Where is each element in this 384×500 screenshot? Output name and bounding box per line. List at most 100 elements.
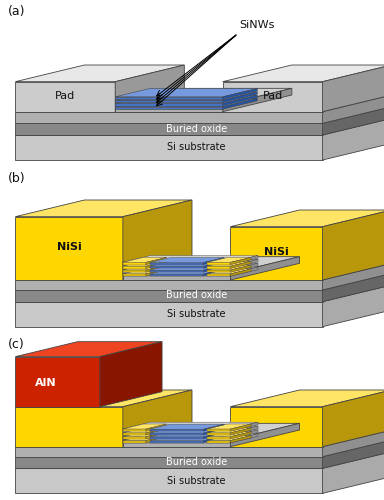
Text: (a): (a)	[8, 5, 25, 18]
Text: Pad: Pad	[55, 91, 75, 101]
Polygon shape	[207, 265, 251, 270]
Polygon shape	[123, 428, 167, 433]
Polygon shape	[150, 269, 224, 274]
Polygon shape	[115, 88, 292, 105]
Polygon shape	[207, 436, 251, 440]
Polygon shape	[123, 440, 146, 443]
Text: Buried oxide: Buried oxide	[166, 290, 227, 300]
Polygon shape	[115, 92, 257, 100]
Polygon shape	[146, 436, 167, 443]
Polygon shape	[230, 430, 258, 439]
Polygon shape	[123, 274, 230, 276]
Polygon shape	[230, 269, 251, 276]
Text: Buried oxide: Buried oxide	[166, 124, 227, 134]
Text: Buried oxide: Buried oxide	[166, 457, 227, 467]
Polygon shape	[323, 65, 384, 112]
Polygon shape	[223, 95, 257, 106]
Polygon shape	[123, 434, 258, 440]
Polygon shape	[15, 440, 384, 456]
Polygon shape	[123, 429, 230, 432]
Polygon shape	[223, 88, 257, 99]
Polygon shape	[123, 430, 258, 436]
Polygon shape	[115, 107, 223, 109]
Polygon shape	[15, 390, 192, 406]
Polygon shape	[230, 406, 323, 447]
Polygon shape	[207, 436, 230, 439]
Polygon shape	[15, 302, 323, 326]
Polygon shape	[146, 258, 167, 264]
Polygon shape	[15, 118, 384, 135]
Polygon shape	[123, 256, 300, 274]
Polygon shape	[204, 424, 224, 431]
Polygon shape	[207, 440, 230, 443]
Polygon shape	[230, 265, 251, 272]
Polygon shape	[15, 112, 323, 124]
Polygon shape	[15, 456, 323, 468]
Polygon shape	[150, 265, 224, 270]
Text: SiNWs: SiNWs	[240, 20, 275, 30]
Polygon shape	[150, 262, 204, 264]
Polygon shape	[123, 266, 230, 268]
Polygon shape	[223, 82, 323, 112]
Polygon shape	[15, 290, 323, 302]
Polygon shape	[204, 258, 224, 264]
Polygon shape	[150, 429, 204, 431]
Polygon shape	[123, 274, 230, 280]
Polygon shape	[230, 267, 258, 276]
Polygon shape	[230, 260, 258, 268]
Polygon shape	[207, 261, 251, 266]
Polygon shape	[207, 428, 251, 433]
Polygon shape	[123, 436, 230, 439]
Polygon shape	[150, 440, 204, 442]
Polygon shape	[15, 200, 192, 216]
Polygon shape	[230, 424, 251, 432]
Polygon shape	[123, 436, 146, 439]
Polygon shape	[15, 446, 323, 456]
Polygon shape	[123, 262, 230, 265]
Polygon shape	[123, 261, 167, 266]
Polygon shape	[323, 264, 384, 290]
Polygon shape	[150, 433, 204, 435]
Polygon shape	[230, 256, 258, 265]
Polygon shape	[123, 429, 146, 432]
Polygon shape	[230, 263, 258, 272]
Polygon shape	[150, 274, 204, 276]
Polygon shape	[323, 285, 384, 327]
Polygon shape	[15, 106, 384, 124]
Polygon shape	[207, 269, 251, 274]
Polygon shape	[230, 390, 384, 406]
Polygon shape	[204, 432, 224, 439]
Polygon shape	[115, 104, 223, 106]
Polygon shape	[146, 432, 167, 439]
Polygon shape	[323, 390, 384, 446]
Text: (b): (b)	[8, 172, 25, 184]
Polygon shape	[150, 258, 224, 262]
Polygon shape	[15, 356, 100, 406]
Polygon shape	[123, 433, 146, 435]
Polygon shape	[230, 424, 300, 446]
Polygon shape	[323, 106, 384, 135]
Polygon shape	[123, 440, 230, 446]
Polygon shape	[123, 266, 146, 268]
Polygon shape	[323, 118, 384, 160]
Text: AlN: AlN	[35, 378, 57, 388]
Polygon shape	[115, 97, 223, 99]
Polygon shape	[115, 100, 223, 102]
Polygon shape	[123, 436, 167, 440]
Polygon shape	[204, 262, 224, 268]
Text: (c): (c)	[8, 338, 25, 351]
Polygon shape	[15, 124, 323, 135]
Polygon shape	[123, 424, 300, 440]
Polygon shape	[230, 428, 251, 435]
Polygon shape	[115, 88, 257, 97]
Polygon shape	[323, 210, 384, 280]
Polygon shape	[15, 468, 323, 493]
Polygon shape	[115, 95, 257, 104]
Polygon shape	[123, 258, 167, 262]
Polygon shape	[207, 433, 230, 435]
Polygon shape	[150, 270, 204, 272]
Text: Si substrate: Si substrate	[167, 142, 226, 152]
Polygon shape	[115, 98, 257, 107]
Polygon shape	[230, 436, 251, 443]
Polygon shape	[150, 432, 224, 437]
